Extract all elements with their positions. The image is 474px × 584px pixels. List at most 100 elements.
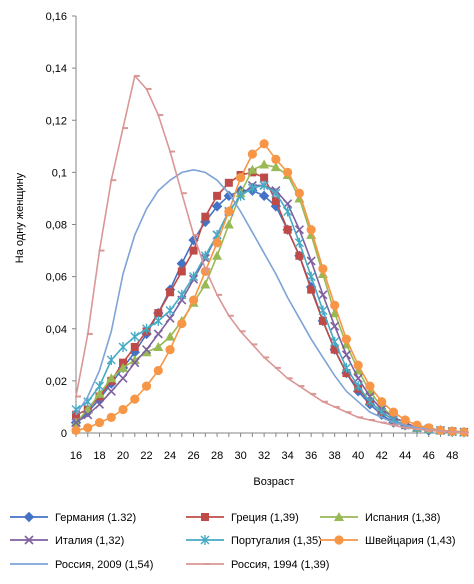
- series-line: [75, 184, 465, 433]
- y-tick-label: 0,12: [46, 115, 67, 127]
- legend-marker: [23, 511, 35, 523]
- series-line: [75, 169, 465, 433]
- data-point: [294, 188, 304, 198]
- data-point: [153, 365, 163, 376]
- data-point: [141, 347, 152, 357]
- data-point-stroke-b: [83, 410, 93, 420]
- data-point: [271, 154, 281, 164]
- data-point: [224, 178, 233, 187]
- data-point: [189, 246, 198, 255]
- data-point: [224, 206, 234, 217]
- data-point-stroke-b: [330, 321, 340, 331]
- series-line: [75, 171, 465, 433]
- series-line: [75, 184, 465, 433]
- series-7: [75, 74, 469, 434]
- legend-item: Россия, 1994 (1,39): [186, 559, 329, 571]
- data-point: [165, 305, 175, 316]
- legend-marker: [24, 535, 34, 545]
- x-tick-label: 20: [117, 450, 129, 462]
- y-tick-label: 0,14: [46, 63, 67, 75]
- data-point: [153, 341, 164, 351]
- x-tick-label: 26: [187, 450, 199, 462]
- legend-item: Швейцария (1,43): [320, 535, 456, 547]
- x-tick-label: 30: [234, 450, 246, 462]
- data-point: [211, 201, 223, 212]
- data-point: [142, 323, 152, 334]
- data-point-stroke-b: [71, 418, 81, 428]
- data-point: [118, 362, 129, 372]
- data-point: [200, 279, 211, 289]
- series-5: [71, 139, 469, 437]
- x-tick-label: 32: [258, 450, 270, 462]
- series-line: [75, 142, 465, 433]
- series-1: [72, 168, 468, 436]
- data-point: [307, 285, 316, 294]
- data-point: [94, 417, 105, 428]
- y-tick-label: 0,16: [46, 11, 67, 23]
- data-point: [342, 369, 351, 378]
- data-point: [94, 399, 105, 409]
- data-point: [260, 173, 269, 182]
- y-axis-title: На одну женщину: [14, 172, 26, 263]
- data-point: [83, 410, 93, 420]
- legend-label: Португалия (1,35): [231, 535, 322, 547]
- legend-item: Португалия (1,35): [186, 535, 322, 547]
- series-layer: [70, 74, 470, 438]
- data-point: [165, 345, 175, 355]
- x-tick-label: 16: [70, 450, 82, 462]
- data-point: [212, 238, 222, 248]
- legend-item: Италия (1,32): [10, 535, 124, 547]
- data-point: [400, 415, 410, 425]
- data-point: [71, 418, 81, 428]
- data-point-stroke-b: [306, 256, 316, 266]
- data-point: [270, 162, 281, 172]
- x-tick-label: 46: [423, 450, 435, 462]
- data-point: [283, 225, 292, 234]
- y-tick-label: 0,06: [46, 272, 67, 284]
- y-tick-label: 0: [61, 428, 67, 440]
- data-point: [306, 271, 316, 282]
- data-point: [330, 336, 340, 347]
- data-point: [200, 250, 210, 261]
- data-point: [177, 289, 187, 300]
- legend-item: Германия (1.32): [10, 511, 136, 524]
- series-4: [71, 180, 469, 438]
- series-line: [75, 163, 465, 433]
- data-point: [130, 342, 139, 351]
- legend-marker-stroke-b: [24, 535, 34, 545]
- data-point: [95, 381, 105, 392]
- data-point-stroke-b: [341, 350, 351, 360]
- data-point: [236, 172, 246, 183]
- y-tick-label: 0,04: [46, 324, 67, 336]
- data-point: [177, 267, 186, 276]
- data-point: [318, 316, 327, 325]
- data-point: [153, 315, 163, 326]
- legend-label: Греция (1,39): [231, 512, 299, 524]
- data-point: [141, 381, 152, 391]
- data-point-stroke-b: [141, 345, 152, 355]
- legend-label: Германия (1.32): [55, 512, 136, 524]
- data-point: [83, 423, 93, 433]
- x-tick-label: 48: [446, 450, 458, 462]
- data-point: [236, 190, 246, 201]
- data-point: [247, 164, 258, 174]
- x-tick-label: 28: [211, 450, 223, 462]
- legend-marker: [334, 535, 344, 545]
- data-point: [306, 256, 316, 266]
- data-point: [118, 404, 128, 415]
- data-point: [306, 225, 316, 235]
- data-point: [154, 309, 163, 318]
- data-point-stroke-b: [165, 313, 175, 323]
- data-point: [330, 300, 340, 310]
- data-point: [295, 251, 304, 260]
- data-point: [130, 358, 140, 368]
- data-point: [71, 404, 81, 415]
- data-point: [177, 318, 187, 329]
- legend-label: Испания (1,38): [365, 512, 440, 524]
- data-point: [388, 407, 399, 417]
- data-point: [247, 149, 257, 159]
- data-point: [283, 167, 293, 177]
- data-point: [377, 397, 387, 407]
